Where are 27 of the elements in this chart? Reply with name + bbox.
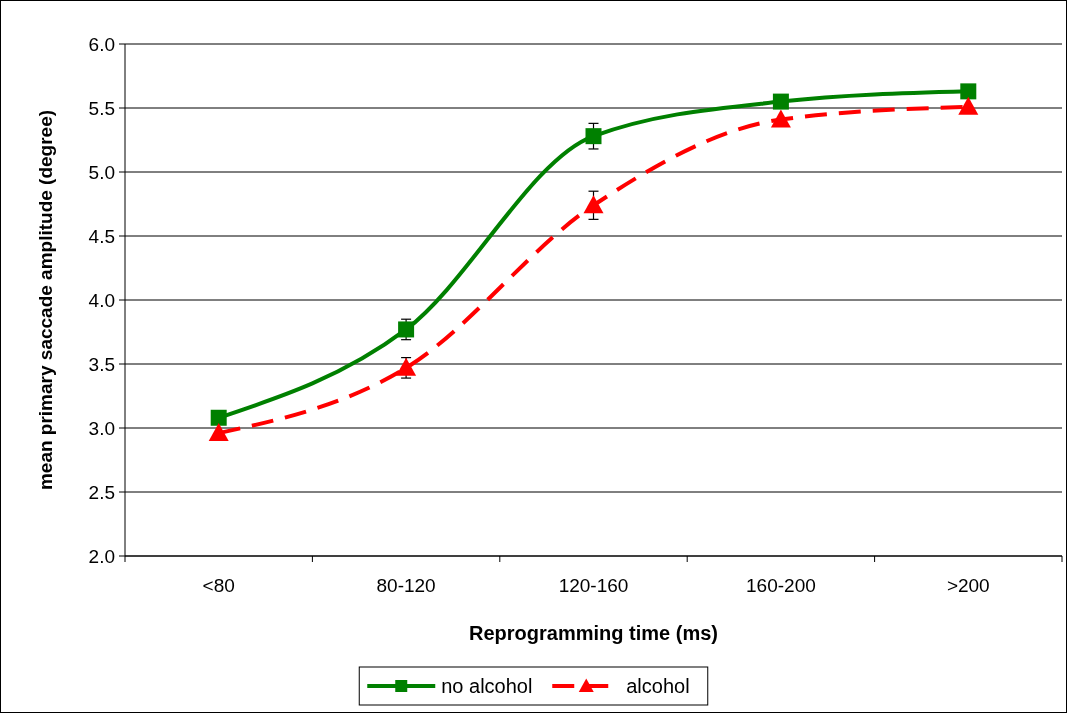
x-tick-label: 160-200 xyxy=(746,575,816,596)
x-tick-label: >200 xyxy=(946,575,990,596)
x-tick-label: 80-120 xyxy=(376,575,436,596)
x-tick-label: <80 xyxy=(202,575,235,596)
legend-label: alcohol xyxy=(626,675,690,697)
y-tick-label: 4.5 xyxy=(88,225,115,247)
point xyxy=(960,83,977,100)
x-axis-title: Reprogramming time (ms) xyxy=(469,622,718,644)
y-tick-label: 4.0 xyxy=(88,289,115,311)
x-tick-label: 120-160 xyxy=(558,575,629,596)
y-tick-label: 2.5 xyxy=(88,481,115,503)
y-tick-label: 3.5 xyxy=(88,353,115,375)
point xyxy=(772,93,789,110)
point xyxy=(396,357,417,376)
point xyxy=(958,96,979,115)
point xyxy=(208,423,229,442)
y-axis-title: mean primary saccade amplitude (degree) xyxy=(35,109,56,491)
point xyxy=(585,128,602,145)
y-tick-label: 2.0 xyxy=(88,545,115,567)
y-tick-label: 3.0 xyxy=(88,417,115,439)
y-tick-label: 5.5 xyxy=(88,97,115,119)
point xyxy=(770,109,791,128)
point xyxy=(583,195,604,214)
y-tick-label: 5.0 xyxy=(88,161,115,183)
y-tick-label: 6.0 xyxy=(88,33,115,55)
legend-label: no alcohol xyxy=(441,675,533,697)
point xyxy=(210,409,227,426)
